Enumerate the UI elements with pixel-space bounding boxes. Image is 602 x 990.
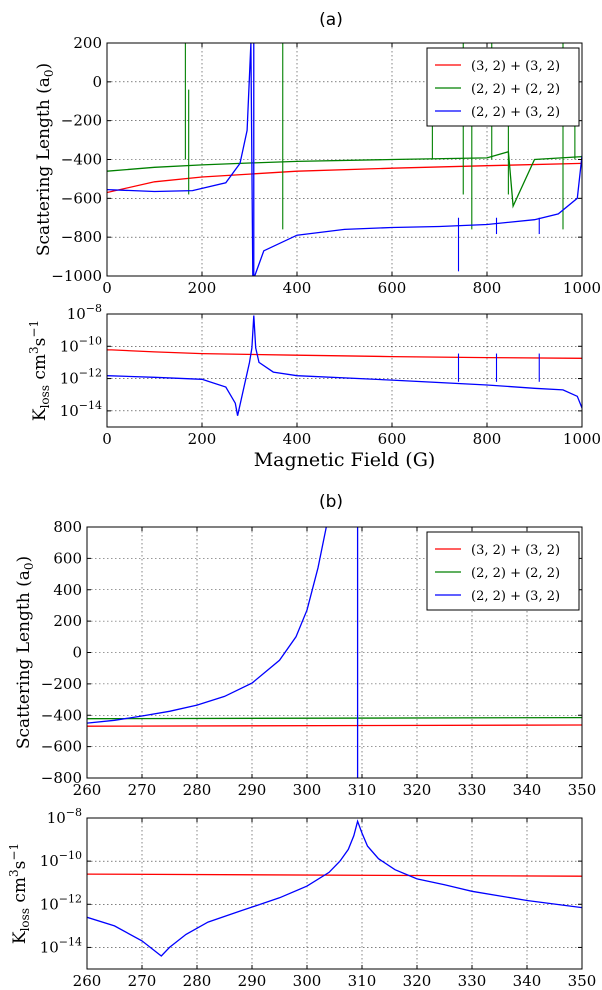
x-tick-label: 260 bbox=[73, 781, 102, 799]
legend-label-1: (2, 2) + (2, 2) bbox=[471, 82, 560, 97]
legend-label-2: (2, 2) + (3, 2) bbox=[471, 105, 560, 120]
x-tick-label: 290 bbox=[238, 781, 267, 799]
x-tick-label: 340 bbox=[513, 972, 542, 990]
y-tick-label: 600 bbox=[53, 549, 82, 567]
legend-label-0: (3, 2) + (3, 2) bbox=[471, 543, 560, 558]
series-line-2 bbox=[87, 527, 327, 724]
y-tick-label: 10−10 bbox=[40, 849, 82, 870]
x-tick-label: 1000 bbox=[563, 279, 601, 297]
y-tick-label: −1000 bbox=[51, 267, 102, 285]
series-line-0 bbox=[107, 349, 582, 359]
y-tick-label: −800 bbox=[41, 769, 82, 787]
x-tick-label: 270 bbox=[128, 781, 157, 799]
x-tick-label: 800 bbox=[473, 279, 502, 297]
x-tick-label: 310 bbox=[348, 781, 377, 799]
y-tick-label: 10−12 bbox=[60, 367, 102, 388]
x-tick-label: 600 bbox=[378, 430, 407, 448]
y-tick-label: 10−8 bbox=[67, 302, 102, 323]
x-tick-label: 290 bbox=[238, 972, 267, 990]
series-line-0 bbox=[87, 724, 582, 727]
y-tick-label: −200 bbox=[41, 675, 82, 693]
plot-area-3 bbox=[87, 819, 582, 957]
series-line-0 bbox=[107, 162, 582, 194]
panel-a-title: (a) bbox=[319, 10, 343, 30]
x-tick-label: 0 bbox=[102, 279, 112, 297]
y-axis-label-0: Scattering Length (a0) bbox=[34, 63, 56, 256]
x-tick-label: 330 bbox=[458, 781, 487, 799]
plot-frame-1 bbox=[106, 313, 583, 428]
x-tick-label: 350 bbox=[568, 972, 597, 990]
x-tick-label: 300 bbox=[293, 972, 322, 990]
y-tick-label: 0 bbox=[72, 644, 82, 662]
series-line-0 bbox=[87, 873, 582, 877]
legend-label-0: (3, 2) + (3, 2) bbox=[471, 59, 560, 74]
y-tick-label: 10−8 bbox=[47, 806, 82, 827]
y-tick-label: 10−14 bbox=[60, 399, 102, 420]
x-tick-label: 280 bbox=[183, 781, 212, 799]
y-tick-label: −400 bbox=[61, 151, 102, 169]
legend-box-2 bbox=[426, 531, 580, 611]
panel-b-title: (b) bbox=[319, 492, 343, 512]
y-tick-label: −400 bbox=[41, 706, 82, 724]
x-axis-label-1: Magnetic Field (G) bbox=[254, 449, 436, 471]
x-tick-label: 200 bbox=[188, 430, 217, 448]
x-tick-label: 200 bbox=[188, 279, 217, 297]
x-tick-label: 260 bbox=[73, 972, 102, 990]
y-tick-label: 10−14 bbox=[40, 935, 82, 956]
x-tick-label: 270 bbox=[128, 972, 157, 990]
y-axis-label-2: Scattering Length (a0) bbox=[14, 556, 36, 749]
legend-label-2: (2, 2) + (3, 2) bbox=[471, 589, 560, 604]
y-axis-label-1: Kloss cm3s−1 bbox=[27, 320, 52, 421]
x-tick-label: 1000 bbox=[563, 430, 601, 448]
series-line-1 bbox=[107, 150, 582, 209]
series-line-1 bbox=[87, 716, 582, 720]
x-tick-label: 400 bbox=[283, 430, 312, 448]
y-tick-label: −600 bbox=[41, 738, 82, 756]
series-line-2 bbox=[107, 43, 582, 276]
legend-box-0 bbox=[426, 47, 580, 127]
series-line-1 bbox=[87, 819, 582, 957]
x-tick-label: 330 bbox=[458, 972, 487, 990]
y-tick-label: 10−10 bbox=[60, 334, 102, 355]
y-tick-label: 10−12 bbox=[40, 892, 82, 913]
series-line-1 bbox=[107, 315, 582, 416]
plot-area-1 bbox=[107, 315, 582, 416]
x-tick-label: 600 bbox=[378, 279, 407, 297]
y-tick-label: −200 bbox=[61, 112, 102, 130]
plot-frame-3 bbox=[86, 817, 583, 970]
x-tick-label: 320 bbox=[403, 781, 432, 799]
y-tick-label: 200 bbox=[53, 612, 82, 630]
x-tick-label: 400 bbox=[283, 279, 312, 297]
x-tick-label: 320 bbox=[403, 972, 432, 990]
y-tick-label: −800 bbox=[61, 228, 102, 246]
plot-area-2 bbox=[87, 527, 582, 778]
x-tick-label: 0 bbox=[102, 430, 112, 448]
y-axis-label-3: Kloss cm3s−1 bbox=[7, 843, 32, 944]
x-tick-label: 800 bbox=[473, 430, 502, 448]
legend-label-1: (2, 2) + (2, 2) bbox=[471, 566, 560, 581]
x-tick-label: 310 bbox=[348, 972, 377, 990]
x-tick-label: 350 bbox=[568, 781, 597, 799]
y-tick-label: 400 bbox=[53, 581, 82, 599]
x-tick-label: 280 bbox=[183, 972, 212, 990]
y-tick-label: −600 bbox=[61, 189, 102, 207]
y-tick-label: 0 bbox=[92, 73, 102, 91]
x-tick-label: 340 bbox=[513, 781, 542, 799]
y-tick-label: 800 bbox=[53, 518, 82, 536]
x-tick-label: 300 bbox=[293, 781, 322, 799]
y-tick-label: 200 bbox=[73, 34, 102, 52]
